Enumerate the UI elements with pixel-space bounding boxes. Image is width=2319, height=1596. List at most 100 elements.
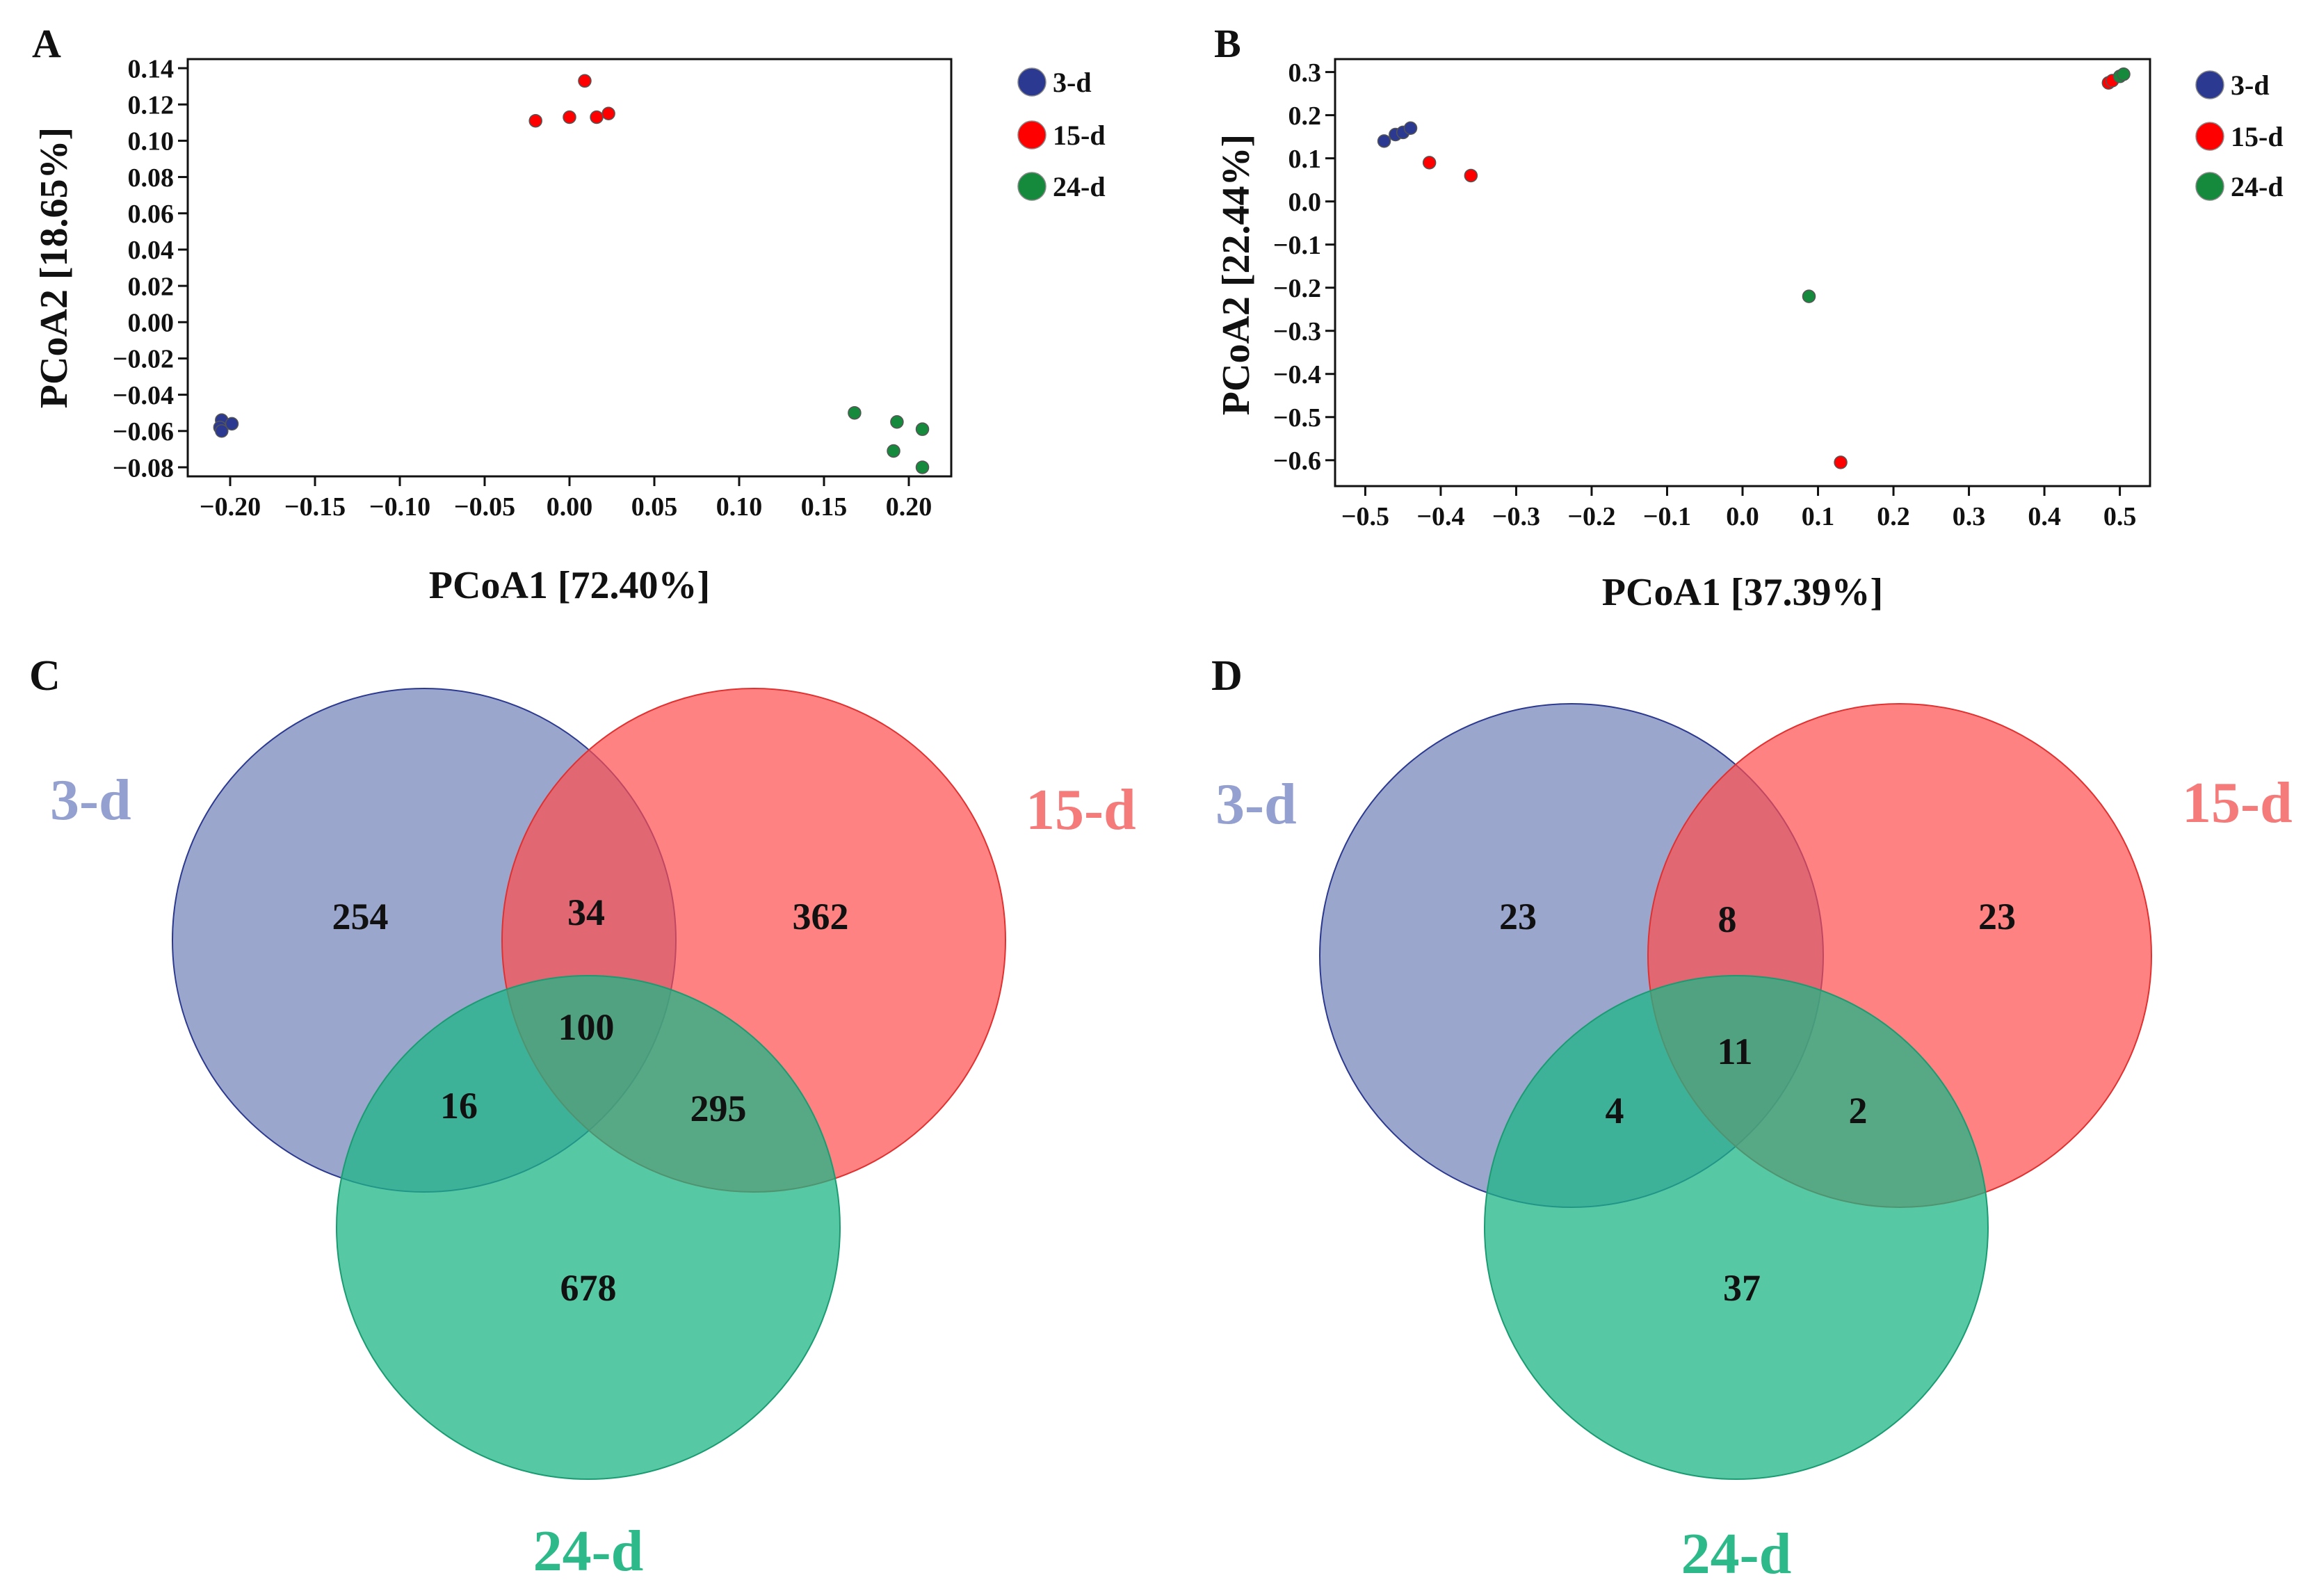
legend-label-3d: 3-d [2231, 70, 2270, 101]
venn-count-3d-only: 254 [332, 896, 389, 937]
y-tick-label: 0.0 [1288, 188, 1322, 217]
y-tick-label: 0.10 [128, 127, 175, 156]
x-tick-label: 0.05 [631, 492, 678, 522]
x-tick-label: −0.4 [1416, 502, 1464, 531]
venn-count-24d-only: 37 [1723, 1267, 1761, 1309]
x-tick-label: 0.1 [1802, 502, 1835, 531]
venn-circle-24d [1484, 975, 1989, 1480]
y-tick-label: −0.08 [113, 453, 174, 483]
legend-label-15d: 15-d [2231, 121, 2284, 152]
panel-d-letter: D [1211, 652, 1243, 700]
venn-count-15d-only: 23 [1978, 896, 2016, 937]
y-tick-label: −0.2 [1273, 274, 1321, 303]
point-15-d [1834, 456, 1848, 469]
point-24-d [2117, 67, 2131, 81]
point-24-d [890, 414, 904, 429]
point-24-d [887, 444, 900, 458]
x-tick-label: 0.0 [1726, 502, 1759, 531]
legend-label-3d: 3-d [1053, 67, 1092, 98]
x-tick-label: −0.2 [1567, 502, 1615, 531]
y-tick-label: 0.00 [128, 309, 175, 338]
x-tick-label: 0.5 [2103, 502, 2137, 531]
legend-swatch-24d [1017, 172, 1047, 201]
legend-swatch-3d [2195, 70, 2224, 99]
y-tick-label: 0.02 [128, 272, 175, 301]
x-tick-label: −0.1 [1643, 502, 1691, 531]
panel-b-y-axis: 0.3 0.2 0.1 0.0 −0.1 −0.2 −0.3 −0.4 −0.5 −0.6 [1273, 58, 1335, 476]
x-tick-label: 0.10 [716, 492, 763, 522]
point-3-d [1377, 134, 1391, 148]
y-tick-label: 0.1 [1288, 145, 1322, 174]
legend-label-24d: 24-d [1053, 171, 1106, 202]
venn-count-3d-15d: 34 [567, 892, 605, 933]
y-tick-label: −0.5 [1273, 403, 1321, 433]
panel-b-plot-frame [1334, 58, 2151, 487]
panel-b-x-axis: −0.5 −0.4 −0.3 −0.2 −0.1 0.0 0.1 0.2 0.3 0.4 0.5 [1341, 486, 2137, 531]
legend-swatch-24d [2195, 172, 2224, 201]
venn-count-15d-only: 362 [793, 896, 849, 937]
y-tick-label: −0.1 [1273, 231, 1321, 260]
y-tick-label: −0.06 [113, 417, 174, 446]
y-tick-label: −0.6 [1273, 446, 1321, 476]
point-15-d [601, 106, 615, 121]
panel-b-letter: B [1214, 21, 1241, 66]
y-tick-label: −0.4 [1273, 360, 1321, 389]
panel-b-points [1377, 67, 2131, 469]
panel-a: A −0.20 −0.15 −0.10 −0.05 0.00 0.05 0.10 0.15 0.… [32, 21, 1106, 607]
x-tick-label: −0.05 [454, 492, 515, 522]
point-24-d [915, 460, 930, 474]
panel-a-y-axis: 0.14 0.12 0.10 0.08 0.06 0.04 0.02 0.00 −0.02 −0.… [113, 54, 188, 483]
point-15-d [563, 110, 576, 124]
panel-c: C 3-d 15-d 24-d 254 362 678 34 16 295 10… [29, 652, 1136, 1583]
panel-b-x-label: PCoA1 [37.39%] [1602, 571, 1883, 614]
y-tick-label: 0.04 [128, 236, 175, 265]
point-15-d [528, 113, 542, 128]
y-tick-label: −0.04 [113, 381, 174, 410]
venn-set-label-3d: 3-d [50, 768, 131, 832]
venn-count-24d-only: 678 [560, 1267, 617, 1309]
venn-count-all: 11 [1717, 1031, 1752, 1072]
panel-a-letter: A [32, 21, 61, 66]
point-24-d [1802, 289, 1816, 303]
y-tick-label: 0.3 [1288, 58, 1322, 88]
y-tick-label: 0.08 [128, 163, 175, 193]
panel-b-legend: 3-d 15-d 24-d [2195, 70, 2284, 202]
legend-label-24d: 24-d [2231, 171, 2284, 202]
venn-count-3d-15d: 8 [1718, 898, 1737, 940]
x-tick-label: 0.2 [1877, 502, 1910, 531]
venn-set-label-15d: 15-d [2182, 771, 2293, 835]
point-3-d [1403, 121, 1418, 135]
venn-circle-24d [336, 975, 841, 1480]
x-tick-label: 0.15 [801, 492, 848, 522]
venn-count-3d-24d: 4 [1606, 1090, 1624, 1131]
panel-a-x-axis: −0.20 −0.15 −0.10 −0.05 0.00 0.05 0.10 0.15 0.20 [200, 476, 932, 522]
y-tick-label: 0.06 [128, 200, 175, 229]
venn-count-15d-24d: 295 [690, 1088, 747, 1129]
panel-a-x-label: PCoA1 [72.40%] [429, 564, 710, 607]
venn-set-label-24d: 24-d [533, 1519, 644, 1583]
x-tick-label: −0.15 [284, 492, 346, 522]
y-tick-label: 0.2 [1288, 102, 1322, 131]
legend-swatch-15d [1017, 120, 1047, 150]
x-tick-label: 0.3 [1953, 502, 1986, 531]
panel-a-y-label: PCoA2 [18.65%] [33, 127, 76, 408]
point-15-d [1464, 168, 1478, 183]
point-24-d [848, 405, 862, 420]
venn-count-3d-only: 23 [1499, 896, 1537, 937]
point-15-d [1422, 156, 1437, 170]
panel-a-legend: 3-d 15-d 24-d [1017, 67, 1106, 202]
y-tick-label: −0.02 [113, 345, 174, 374]
legend-swatch-3d [1017, 67, 1047, 97]
venn-set-label-24d: 24-d [1681, 1522, 1792, 1586]
legend-label-15d: 15-d [1053, 120, 1106, 151]
x-tick-label: 0.4 [2028, 502, 2061, 531]
legend-swatch-15d [2195, 122, 2224, 151]
panel-b: B −0.5 −0.4 −0.3 −0.2 −0.1 0.0 0.1 0.2 0.3 0.4 0.5… [1214, 21, 2284, 614]
point-24-d [915, 422, 930, 436]
y-tick-label: 0.14 [128, 54, 175, 83]
point-15-d [590, 110, 604, 124]
point-15-d [578, 74, 592, 88]
y-tick-label: 0.12 [128, 91, 175, 120]
y-tick-label: −0.3 [1273, 317, 1321, 346]
